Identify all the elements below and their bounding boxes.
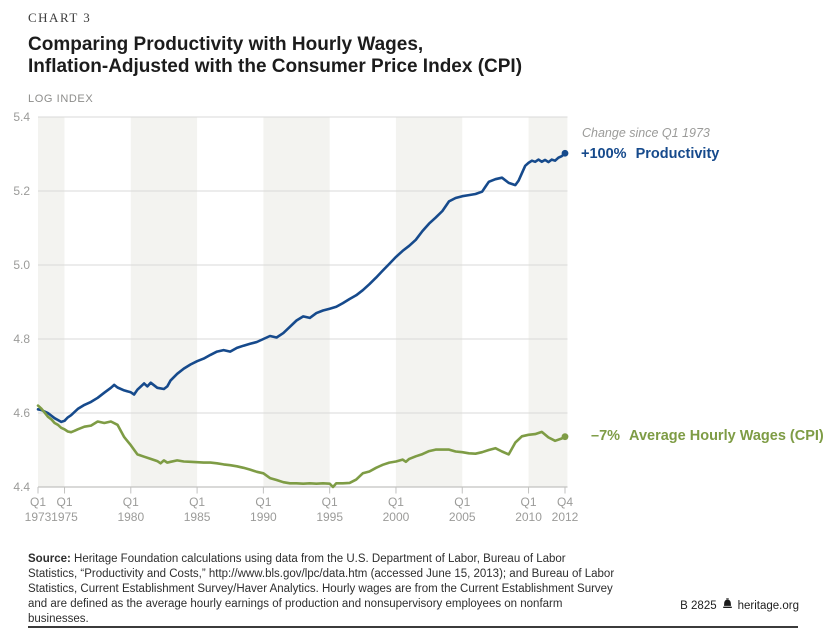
y-axis-unit-label: LOG INDEX (28, 93, 94, 105)
productivity-end-dot (561, 149, 569, 157)
y-tick-label: 4.6 (13, 406, 30, 420)
x-tick-year: 1990 (250, 510, 277, 524)
site-link: heritage.org (737, 599, 799, 612)
wages-series-name: Average Hourly Wages (CPI) (629, 428, 824, 444)
heritage-bell-icon (722, 598, 733, 613)
background-band (130, 117, 198, 487)
x-tick-year: 2012 (552, 510, 579, 524)
x-tick-quarter: Q1 (189, 495, 205, 509)
y-tick-label: 5.2 (13, 184, 30, 198)
title-line-2: Inflation-Adjusted with the Consumer Pri… (28, 55, 523, 77)
x-tick-year: 1975 (51, 510, 78, 524)
y-tick-label: 4.8 (13, 332, 30, 346)
productivity-end-label: +100% Productivity (581, 146, 719, 162)
background-band (38, 117, 65, 487)
x-tick-quarter: Q1 (322, 495, 338, 509)
source-label: Source: (28, 553, 71, 565)
change-since-note: Change since Q1 1973 (582, 126, 710, 140)
x-tick-year: 1980 (117, 510, 144, 524)
chart-kicker: CHART 3 (28, 10, 92, 25)
productivity-series-name: Productivity (635, 146, 720, 162)
wages-end-dot (561, 433, 569, 441)
x-tick-quarter: Q1 (454, 495, 470, 509)
x-tick-quarter: Q1 (57, 495, 73, 509)
productivity-line (36, 152, 567, 424)
page-title: Comparing Productivity with Hourly Wages… (28, 34, 522, 77)
y-tick-label: 4.4 (13, 480, 30, 494)
background-band (528, 117, 568, 487)
title-line-1: Comparing Productivity with Hourly Wages… (28, 34, 424, 55)
background-band (263, 117, 330, 487)
x-tick-year: 2000 (383, 510, 410, 524)
x-tick-quarter: Q1 (123, 495, 139, 509)
productivity-change-value: +100% (581, 146, 627, 162)
document-id: B 2825 (680, 599, 717, 612)
x-tick-year: 1985 (184, 510, 211, 524)
background-band (395, 117, 463, 487)
footer-branding: B 2825 heritage.org (680, 598, 799, 613)
x-tick-quarter: Q4 (557, 495, 573, 509)
source-text: Heritage Foundation calculations using d… (28, 553, 615, 625)
x-tick-quarter: Q1 (388, 495, 404, 509)
y-tick-label: 5.4 (13, 110, 30, 124)
x-tick-quarter: Q1 (255, 495, 271, 509)
x-tick-year: 1973 (25, 510, 52, 524)
x-tick-quarter: Q1 (521, 495, 537, 509)
x-tick-year: 1995 (316, 510, 343, 524)
source-note: Source: Heritage Foundation calculations… (28, 552, 616, 627)
bottom-divider (28, 626, 798, 628)
x-tick-year: 2010 (515, 510, 542, 524)
x-tick-quarter: Q1 (30, 495, 46, 509)
wages-change-value: –7% (591, 428, 621, 444)
wages-end-label: –7% Average Hourly Wages (CPI) (591, 428, 824, 444)
wages-line (36, 404, 567, 489)
x-tick-year: 2005 (449, 510, 476, 524)
y-tick-label: 5.0 (13, 258, 30, 272)
